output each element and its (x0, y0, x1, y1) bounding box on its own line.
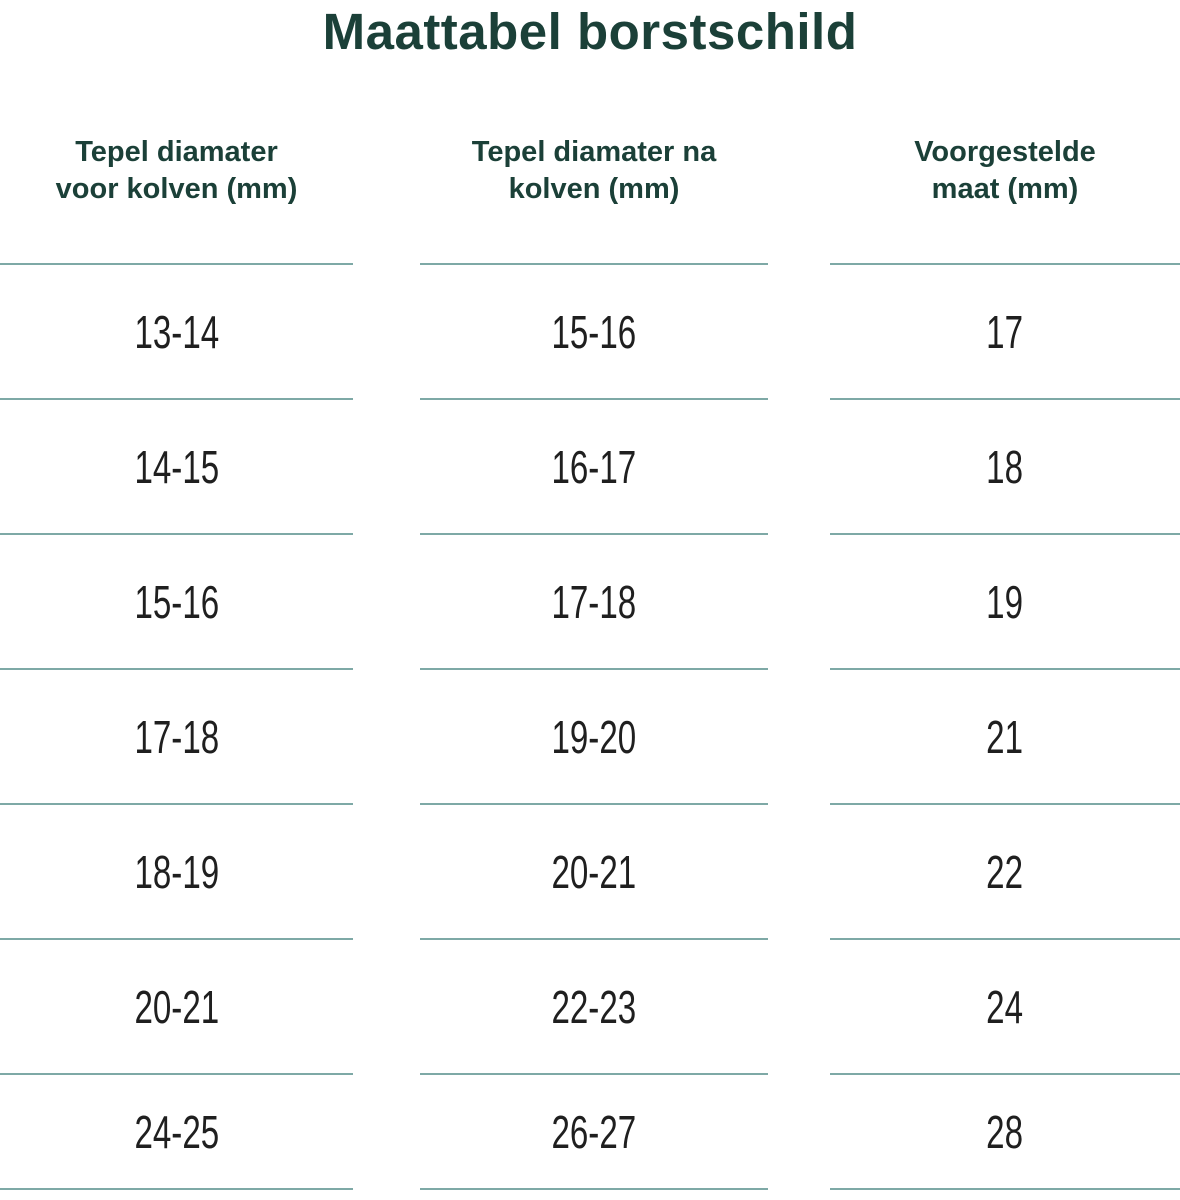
table-cell-suggested-size: 28 (830, 1075, 1180, 1190)
column-gap (768, 805, 830, 940)
cell-value: 16-17 (551, 440, 637, 493)
column-gap (353, 805, 420, 940)
table-row: 18-19 20-21 22 (0, 805, 1180, 940)
column-header-text: Voorgestelde (914, 136, 1096, 168)
table-cell-after-pumping: 15-16 (420, 265, 768, 400)
table-cell-after-pumping: 20-21 (420, 805, 768, 940)
page-title: Maattabel borstschild (322, 3, 858, 60)
table-cell-suggested-size: 18 (830, 400, 1180, 535)
table-cell-after-pumping: 22-23 (420, 940, 768, 1075)
table-row: 14-15 16-17 18 (0, 400, 1180, 535)
table-cell-before-pumping: 13-14 (0, 265, 353, 400)
table-row: 17-18 19-20 21 (0, 670, 1180, 805)
cell-value: 20-21 (551, 845, 637, 898)
column-header-text: maat (mm) (931, 173, 1079, 205)
column-gap (353, 95, 420, 265)
table-cell-before-pumping: 24-25 (0, 1075, 353, 1190)
table-cell-before-pumping: 15-16 (0, 535, 353, 670)
column-gap (768, 535, 830, 670)
column-gap (768, 940, 830, 1075)
cell-value: 22 (986, 845, 1024, 898)
column-gap (353, 535, 420, 670)
cell-value: 24-25 (134, 1105, 219, 1158)
table-header-row: Tepel diamater voor kolven (mm) Tepel di… (0, 95, 1180, 265)
cell-value: 17-18 (551, 575, 637, 628)
column-gap (768, 670, 830, 805)
table-cell-suggested-size: 24 (830, 940, 1180, 1075)
cell-value: 28 (986, 1105, 1024, 1158)
column-header-suggested-size: Voorgestelde maat (mm) (830, 95, 1180, 265)
table-cell-suggested-size: 19 (830, 535, 1180, 670)
table-cell-before-pumping: 17-18 (0, 670, 353, 805)
cell-value: 20-21 (134, 980, 219, 1033)
column-gap (353, 400, 420, 535)
cell-value: 18 (986, 440, 1024, 493)
table-cell-before-pumping: 18-19 (0, 805, 353, 940)
table-row: 20-21 22-23 24 (0, 940, 1180, 1075)
table-row: 24-25 26-27 28 (0, 1075, 1180, 1190)
table-row: 15-16 17-18 19 (0, 535, 1180, 670)
table-cell-after-pumping: 16-17 (420, 400, 768, 535)
column-header-text: voor kolven (mm) (55, 173, 298, 205)
column-gap (768, 95, 830, 265)
column-gap (768, 1075, 830, 1190)
cell-value: 15-16 (551, 305, 637, 358)
cell-value: 18-19 (134, 845, 219, 898)
cell-value: 14-15 (134, 440, 219, 493)
cell-value: 22-23 (551, 980, 637, 1033)
column-header-after-pumping: Tepel diamater na kolven (mm) (420, 95, 768, 265)
column-gap (768, 265, 830, 400)
cell-value: 19 (986, 575, 1024, 628)
table-cell-after-pumping: 17-18 (420, 535, 768, 670)
table-cell-suggested-size: 21 (830, 670, 1180, 805)
column-gap (353, 1075, 420, 1190)
cell-value: 17 (986, 305, 1024, 358)
table-cell-before-pumping: 14-15 (0, 400, 353, 535)
cell-value: 24 (986, 980, 1024, 1033)
column-gap (353, 265, 420, 400)
table-cell-before-pumping: 20-21 (0, 940, 353, 1075)
column-gap (768, 400, 830, 535)
table-row: 13-14 15-16 17 (0, 265, 1180, 400)
column-gap (353, 670, 420, 805)
column-gap (353, 940, 420, 1075)
column-header-text: Tepel diamater na (471, 136, 717, 168)
cell-value: 13-14 (134, 305, 219, 358)
table-cell-after-pumping: 19-20 (420, 670, 768, 805)
table-cell-suggested-size: 22 (830, 805, 1180, 940)
cell-value: 19-20 (551, 710, 637, 763)
cell-value: 15-16 (134, 575, 219, 628)
cell-value: 17-18 (134, 710, 219, 763)
column-header-before-pumping: Tepel diamater voor kolven (mm) (0, 95, 353, 265)
cell-value: 21 (986, 710, 1024, 763)
table-cell-suggested-size: 17 (830, 265, 1180, 400)
column-header-text: Tepel diamater (75, 136, 278, 168)
table-cell-after-pumping: 26-27 (420, 1075, 768, 1190)
cell-value: 26-27 (551, 1105, 637, 1158)
column-header-text: kolven (mm) (508, 173, 680, 205)
